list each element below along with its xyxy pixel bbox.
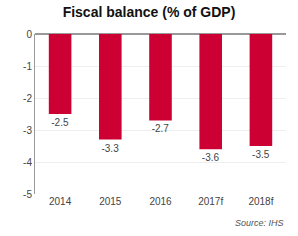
svg-text:-2.7: -2.7 (152, 123, 170, 134)
svg-text:0: 0 (26, 29, 32, 40)
svg-text:-2: -2 (23, 93, 32, 104)
svg-text:Fiscal balance (% of GDP): Fiscal balance (% of GDP) (63, 4, 236, 20)
svg-text:-3.6: -3.6 (202, 152, 220, 163)
svg-text:2018f: 2018f (248, 196, 273, 207)
svg-text:-4: -4 (23, 157, 32, 168)
svg-text:2014: 2014 (49, 196, 72, 207)
svg-text:-5: -5 (23, 189, 32, 200)
svg-text:2017f: 2017f (198, 196, 223, 207)
svg-text:2016: 2016 (149, 196, 172, 207)
svg-text:-3.5: -3.5 (252, 149, 270, 160)
svg-text:-3.3: -3.3 (101, 143, 119, 154)
svg-text:Source: IHS: Source: IHS (235, 218, 284, 228)
svg-text:-1: -1 (23, 61, 32, 72)
svg-text:-3: -3 (23, 125, 32, 136)
svg-text:-2.5: -2.5 (51, 117, 69, 128)
svg-text:2015: 2015 (99, 196, 122, 207)
